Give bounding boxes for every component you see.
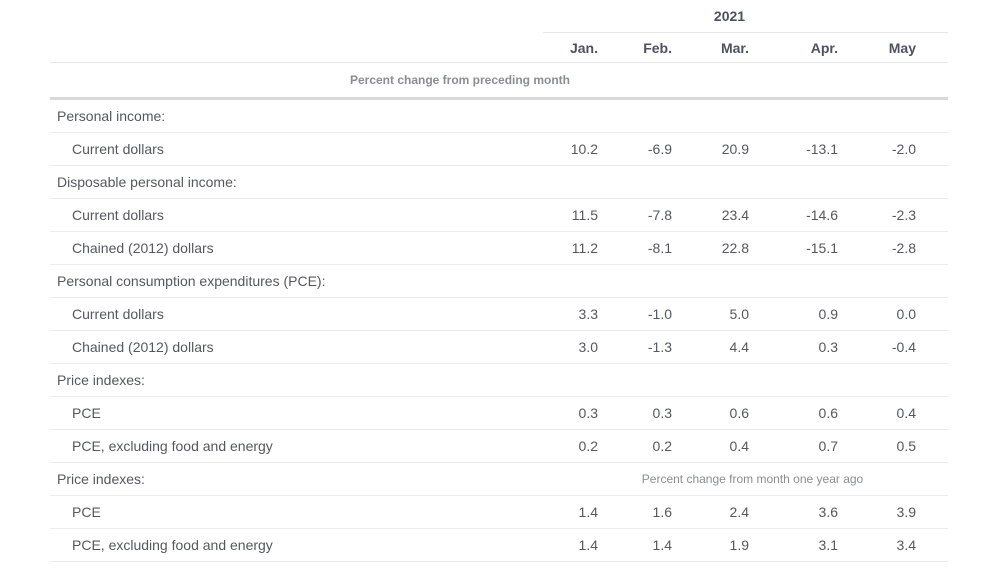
value-cell-may: -2.3 [891, 207, 916, 223]
table-row: PCE, excluding food and energy 1.4 1.4 1… [50, 529, 948, 562]
value-cell-may: 0.0 [896, 306, 916, 322]
table-row: Current dollars 3.3 -1.0 5.0 0.9 0.0 [50, 298, 948, 331]
value-cell-may: 0.5 [896, 438, 916, 454]
value-cell-apr: -13.1 [806, 141, 838, 157]
table-row: Price indexes: Percent change from month… [50, 463, 948, 496]
value-cell-mar: 5.0 [729, 306, 749, 322]
row-label: Current dollars [72, 207, 164, 223]
value-cell-feb: 1.4 [652, 537, 672, 553]
value-cell-apr: 0.9 [818, 306, 838, 322]
row-label: PCE, excluding food and energy [72, 438, 273, 454]
table-body: Personal income: Current dollars 10.2 -6… [50, 100, 948, 562]
value-cell-feb: -8.1 [647, 240, 672, 256]
row-label: Current dollars [72, 141, 164, 157]
table-row: Current dollars 11.5 -7.8 23.4 -14.6 -2.… [50, 199, 948, 232]
table-row: Personal consumption expenditures (PCE): [50, 265, 948, 298]
value-cell-apr: 0.6 [818, 405, 838, 421]
column-header-apr: Apr. [810, 39, 838, 56]
value-cell-jan: 3.0 [578, 339, 598, 355]
row-label: Current dollars [72, 306, 164, 322]
value-cell-apr: -15.1 [806, 240, 838, 256]
table-row: PCE, excluding food and energy 0.2 0.2 0… [50, 430, 948, 463]
value-cell-feb: -1.0 [647, 306, 672, 322]
value-cell-jan: 10.2 [570, 141, 598, 157]
column-header-mar: Mar. [720, 39, 749, 56]
table-subtitle: Percent change from preceding month [349, 73, 571, 87]
value-cell-feb: 0.3 [652, 405, 672, 421]
row-label: Chained (2012) dollars [72, 240, 214, 256]
table-row: Chained (2012) dollars 3.0 -1.3 4.4 0.3 … [50, 331, 948, 364]
table-row: Current dollars 10.2 -6.9 20.9 -13.1 -2.… [50, 133, 948, 166]
value-cell-apr: 0.7 [818, 438, 838, 454]
table-row: Disposable personal income: [50, 166, 948, 199]
month-header-row: Jan. Feb. Mar. Apr. May [50, 33, 948, 63]
year-header: 2021 [543, 0, 948, 33]
row-label: Personal consumption expenditures (PCE): [57, 273, 326, 289]
row-label: PCE [72, 405, 101, 421]
table-row: PCE 1.4 1.6 2.4 3.6 3.9 [50, 496, 948, 529]
column-header-feb: Feb. [643, 39, 672, 56]
value-cell-apr: 3.6 [818, 504, 838, 520]
value-cell-jan: 1.4 [578, 504, 598, 520]
value-cell-jan: 11.5 [571, 207, 598, 223]
value-cell-may: 0.4 [896, 405, 916, 421]
row-label: Personal income: [57, 108, 166, 124]
income-outlays-table: 2021 Jan. Feb. Mar. Apr. May Percent cha… [50, 0, 948, 562]
value-cell-may: 3.9 [896, 504, 916, 520]
value-cell-may: -2.8 [891, 240, 916, 256]
value-cell-mar: 2.4 [729, 504, 749, 520]
value-cell-jan: 0.3 [578, 405, 598, 421]
value-cell-mar: 22.8 [721, 240, 749, 256]
value-cell-mar: 20.9 [721, 141, 749, 157]
value-cell-feb: -7.8 [647, 207, 672, 223]
value-cell-mar: 23.4 [721, 207, 749, 223]
value-cell-jan: 0.2 [578, 438, 598, 454]
value-cell-mar: 4.4 [729, 339, 749, 355]
table-subtitle-row: Percent change from preceding month [50, 63, 948, 100]
row-label: Disposable personal income: [57, 174, 237, 190]
value-cell-apr: 0.3 [818, 339, 838, 355]
value-cell-mar: 1.9 [729, 537, 749, 553]
value-cell-jan: 11.2 [571, 240, 598, 256]
value-cell-feb: -6.9 [647, 141, 672, 157]
table-row: Price indexes: [50, 364, 948, 397]
value-cell-may: -0.4 [891, 339, 916, 355]
row-label: PCE [72, 504, 101, 520]
column-header-jan: Jan. [569, 39, 598, 56]
table-row: Chained (2012) dollars 11.2 -8.1 22.8 -1… [50, 232, 948, 265]
value-cell-feb: 1.6 [652, 504, 672, 520]
table-row: Personal income: [50, 100, 948, 133]
row-label: PCE, excluding food and energy [72, 537, 273, 553]
value-cell-may: 3.4 [896, 537, 916, 553]
value-cell-apr: -14.6 [806, 207, 838, 223]
value-cell-jan: 3.3 [578, 306, 598, 322]
column-header-may: May [888, 39, 916, 56]
row-label: Price indexes: [57, 372, 145, 388]
value-cell-feb: -1.3 [647, 339, 672, 355]
row-section-note: Percent change from month one year ago [641, 472, 864, 486]
value-cell-jan: 1.4 [578, 537, 598, 553]
value-cell-mar: 0.6 [729, 405, 749, 421]
value-cell-feb: 0.2 [652, 438, 672, 454]
year-header-row: 2021 [50, 0, 948, 33]
table-row: PCE 0.3 0.3 0.6 0.6 0.4 [50, 397, 948, 430]
row-label: Price indexes: [57, 471, 145, 487]
row-label: Chained (2012) dollars [72, 339, 214, 355]
value-cell-apr: 3.1 [818, 537, 838, 553]
value-cell-mar: 0.4 [729, 438, 749, 454]
value-cell-may: -2.0 [891, 141, 916, 157]
